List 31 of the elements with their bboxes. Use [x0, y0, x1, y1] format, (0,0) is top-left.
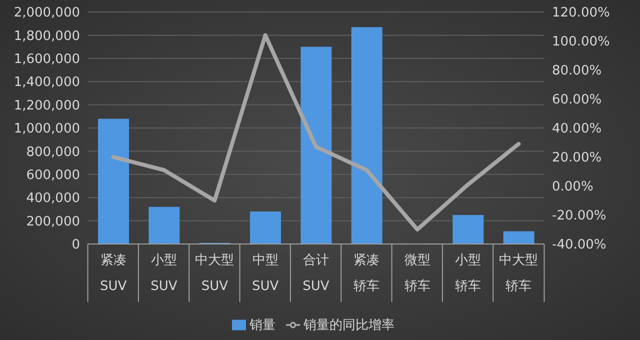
y2-tick-label: 60.00% — [552, 92, 602, 108]
y2-tick-label: 0.00% — [552, 180, 594, 195]
y2-tick-label: 100.00% — [552, 34, 610, 50]
y-tick-label: 1,600,000 — [14, 52, 80, 68]
y-tick-label: 200,000 — [26, 214, 80, 230]
x-tick-label: 小型 SUV — [150, 253, 178, 294]
y2-tick-label: 80.00% — [552, 64, 602, 79]
x-tick-label: 紧凑 SUV — [100, 253, 127, 294]
y2-tick-label: 40.00% — [552, 122, 602, 137]
y-tick-label: 1,200,000 — [14, 98, 80, 114]
y2-tick-label: -20.00% — [552, 208, 606, 224]
legend-label: 销量 — [250, 318, 276, 333]
x-tick-label: 中大型轿车 — [499, 253, 538, 294]
x-tick-label: 微型轿车 — [404, 253, 430, 294]
y-tick-label: 600,000 — [26, 168, 80, 184]
y2-tick-label: 120.00% — [552, 6, 610, 21]
y-tick-label: 1,400,000 — [14, 75, 80, 90]
y2-tick-label: 20.00% — [552, 150, 602, 166]
legend-label: 销量的同比增率 — [304, 318, 394, 333]
x-tick-label: 中大型 SUV — [195, 253, 234, 294]
y-tick-label: 1,800,000 — [14, 28, 80, 44]
y-tick-label: 0 — [72, 238, 80, 253]
x-tick-label: 紧凑轿车 — [354, 253, 380, 294]
y-tick-label: 800,000 — [26, 144, 80, 160]
y-tick-label: 2,000,000 — [14, 6, 80, 21]
y2-tick-label: -40.00% — [552, 238, 606, 253]
x-tick-label: 合计 SUV — [302, 253, 330, 294]
y-tick-label: 1,000,000 — [14, 122, 80, 137]
x-tick-label: 小型轿车 — [455, 253, 481, 294]
y-tick-label: 400,000 — [26, 191, 80, 206]
x-tick-label: 中型 SUV — [252, 253, 279, 294]
